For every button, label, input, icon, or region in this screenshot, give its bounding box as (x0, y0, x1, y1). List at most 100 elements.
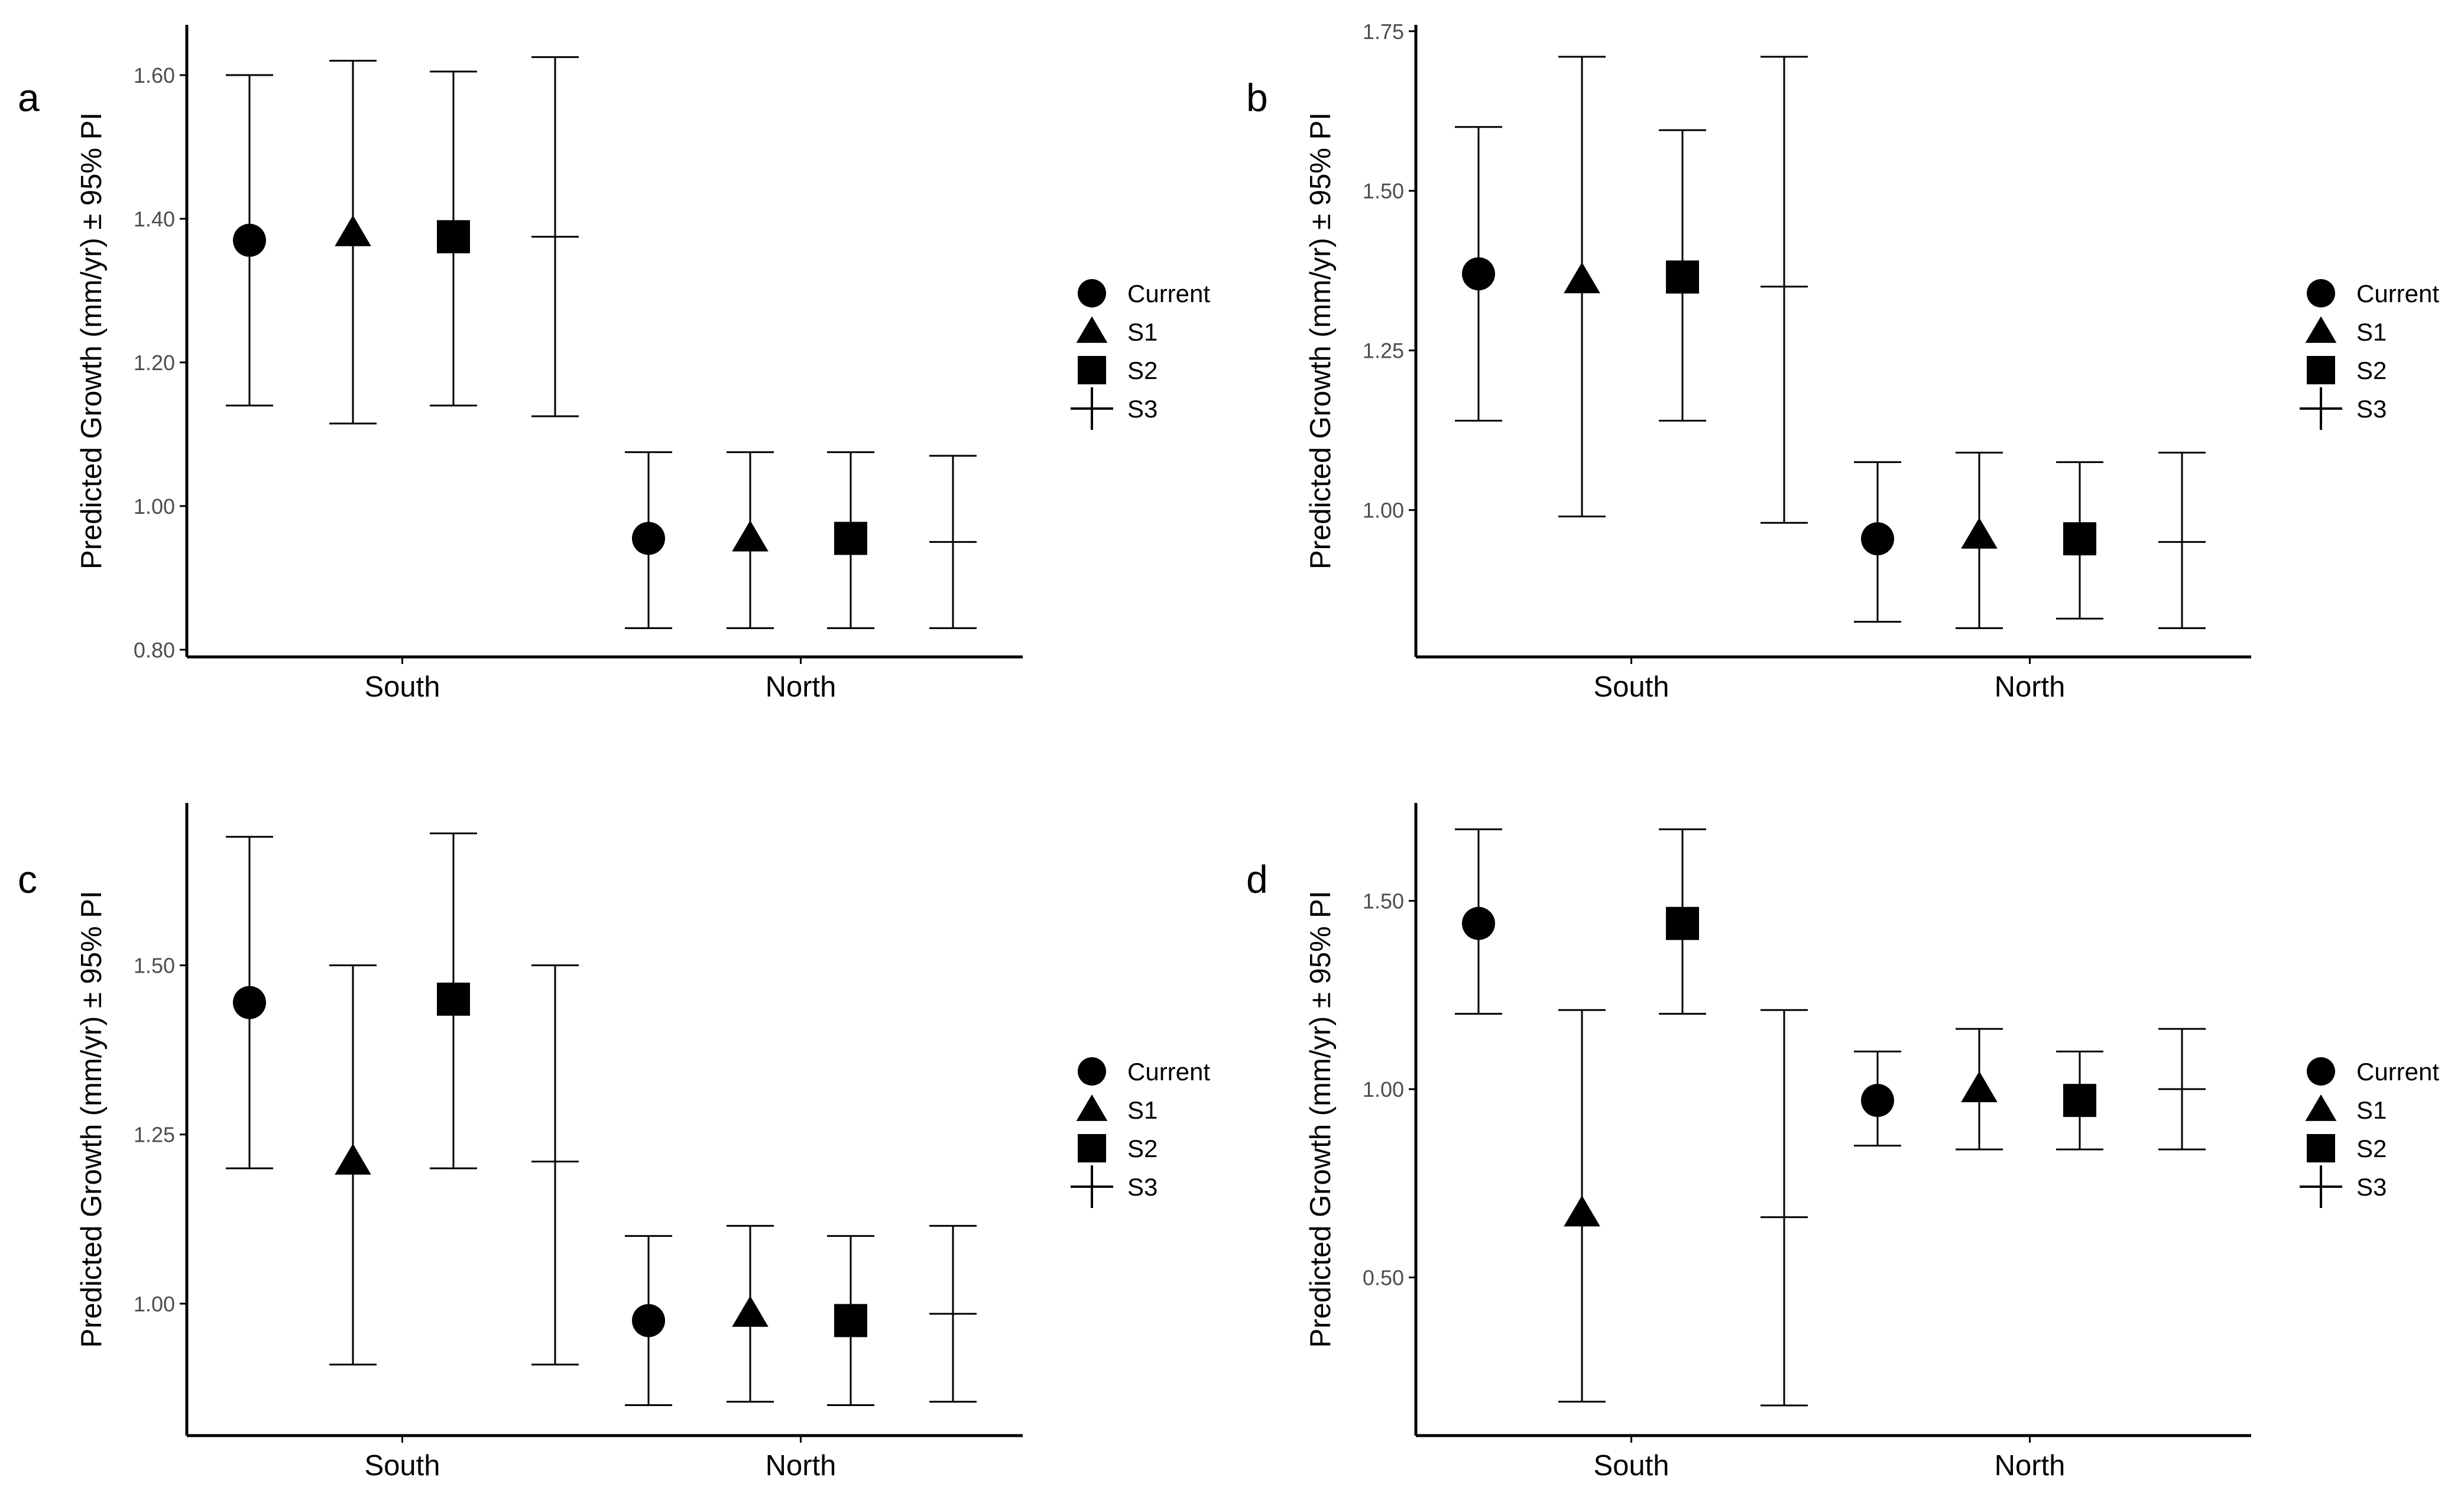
errorbar-s3-south (531, 964, 579, 1366)
y-tick-label: 1.75 (1363, 20, 1404, 44)
x-category-label-north: North (766, 1450, 837, 1482)
legend-label-s3: S3 (1127, 395, 1158, 423)
point-current-south (1462, 257, 1495, 291)
legend-label-s1: S1 (1127, 1096, 1158, 1124)
point-s2-south (1666, 260, 1699, 294)
legend-label-s2: S2 (2356, 357, 2387, 384)
legend-triangle-icon (1076, 1094, 1108, 1121)
panel-label: d (1246, 857, 1268, 901)
y-tick-label: 1.50 (134, 954, 175, 978)
y-tick-label: 1.00 (134, 1292, 175, 1316)
y-axis-title: Predicted Growth (mm/yr) ± 95% PI (76, 112, 108, 569)
legend-triangle-icon (2305, 1094, 2337, 1121)
legend-circle-icon (1078, 279, 1106, 307)
point-s1-north (1961, 517, 1998, 549)
point-current-south (1462, 906, 1495, 940)
legend-plus-icon (2300, 387, 2342, 430)
legend-label-current: Current (1127, 1058, 1210, 1086)
errorbar-s3-south (1761, 1009, 1808, 1407)
legend-square-icon (2307, 1134, 2335, 1162)
legend-square-icon (1078, 1134, 1106, 1162)
panel-a: 0.80 1.00 1.20 1.40 1.60 South North Predicted … (18, 25, 1210, 703)
legend-label-s3: S3 (1127, 1173, 1158, 1201)
point-current-north (632, 1304, 665, 1337)
panel-label: a (18, 76, 40, 119)
legend-triangle-icon (2305, 316, 2337, 343)
y-axis-title: Predicted Growth (mm/yr) ± 95% PI (1305, 112, 1337, 569)
x-category-label-north: North (1995, 671, 2066, 703)
y-tick-label: 1.40 (134, 207, 175, 231)
legend-plus-icon (2300, 1165, 2342, 1208)
legend-circle-icon (1078, 1057, 1106, 1086)
x-category-label-north: North (1995, 1450, 2066, 1482)
x-category-label-north: North (766, 671, 837, 703)
point-s1-south (1564, 1195, 1600, 1227)
point-s2-north (834, 521, 867, 555)
x-category-label-south: South (364, 671, 440, 703)
legend-label-current: Current (2356, 1058, 2439, 1086)
point-s1-north (732, 520, 769, 552)
point-s2-north (2063, 522, 2096, 556)
legend-label-s3: S3 (2356, 395, 2387, 423)
y-tick-label: 1.25 (1363, 339, 1404, 363)
panel-c: 1.00 1.25 1.50 South North Predicted Growth (… (18, 803, 1210, 1482)
legend-square-icon (1078, 356, 1106, 384)
panel-d: 0.50 1.00 1.50 South North Predicted Growth (… (1246, 803, 2439, 1482)
legend-label-s2: S2 (2356, 1135, 2387, 1162)
x-category-label-south: South (364, 1450, 440, 1482)
point-s1-north (732, 1295, 769, 1327)
legend: Current S1 S2 S3 (2300, 279, 2439, 430)
panel-label: c (18, 857, 37, 901)
legend-circle-icon (2307, 1057, 2335, 1086)
y-tick-label: 0.50 (1363, 1266, 1404, 1290)
y-tick-label: 1.00 (1363, 1077, 1404, 1102)
point-current-south (233, 223, 266, 257)
legend-label-current: Current (2356, 280, 2439, 307)
legend-plus-icon (1071, 387, 1113, 430)
point-s1-south (335, 1144, 371, 1175)
legend-label-s1: S1 (2356, 1096, 2387, 1124)
y-tick-label: 1.60 (134, 63, 175, 88)
panel-b: 1.00 1.25 1.50 1.75 South North Predicted Grow… (1246, 20, 2439, 703)
legend-label-s2: S2 (1127, 1135, 1158, 1162)
y-tick-label: 1.50 (1363, 889, 1404, 914)
point-s2-south (1666, 906, 1699, 940)
point-s2-south (437, 220, 470, 254)
x-category-label-south: South (1593, 1450, 1669, 1482)
y-tick-label: 0.80 (134, 638, 175, 662)
point-s2-south (437, 982, 470, 1016)
point-current-north (1861, 522, 1894, 556)
legend-label-s2: S2 (1127, 357, 1158, 384)
y-axis-title: Predicted Growth (mm/yr) ± 95% PI (76, 891, 108, 1348)
legend-label-s1: S1 (1127, 318, 1158, 346)
legend-label-current: Current (1127, 280, 1210, 307)
legend: Current S1 S2 S3 (2300, 1057, 2439, 1208)
legend: Current S1 S2 S3 (1071, 279, 1210, 430)
legend-circle-icon (2307, 279, 2335, 307)
point-current-north (632, 521, 665, 555)
legend-triangle-icon (1076, 316, 1108, 343)
point-s2-north (2063, 1084, 2096, 1117)
x-category-label-south: South (1593, 671, 1669, 703)
point-current-north (1861, 1084, 1894, 1117)
point-s2-north (834, 1304, 867, 1337)
legend-label-s3: S3 (2356, 1173, 2387, 1201)
y-tick-label: 1.00 (134, 494, 175, 519)
point-s1-south (335, 215, 371, 247)
point-s1-north (1961, 1071, 1998, 1103)
errorbar-s3-south (1761, 56, 1808, 524)
point-current-south (233, 986, 266, 1019)
y-axis-title: Predicted Growth (mm/yr) ± 95% PI (1305, 891, 1337, 1348)
legend: Current S1 S2 S3 (1071, 1057, 1210, 1208)
y-tick-label: 1.20 (134, 351, 175, 375)
panel-label: b (1246, 76, 1268, 119)
point-s1-south (1564, 262, 1600, 293)
legend-plus-icon (1071, 1165, 1113, 1208)
y-tick-label: 1.00 (1363, 498, 1404, 523)
y-tick-label: 1.25 (134, 1123, 175, 1147)
legend-square-icon (2307, 356, 2335, 384)
legend-label-s1: S1 (2356, 318, 2387, 346)
errorbar-s3-north (2158, 451, 2206, 629)
y-tick-label: 1.50 (1363, 179, 1404, 203)
